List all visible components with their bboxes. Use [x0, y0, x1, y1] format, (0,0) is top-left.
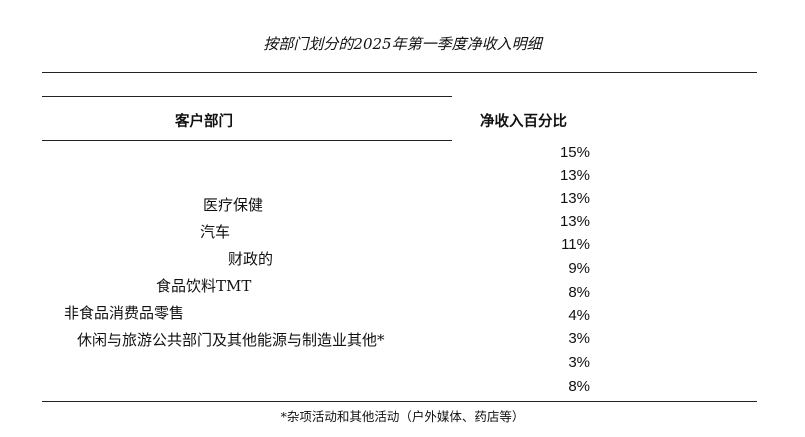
header-top-rule [42, 96, 452, 97]
top-rule [42, 72, 757, 73]
footnote: *杂项活动和其他活动（户外媒体、药店等） [280, 409, 525, 424]
department-label: 汽车 [200, 223, 231, 241]
department-column-header: 客户部门 [175, 114, 233, 130]
percentage-value: 13% [559, 167, 590, 184]
department-label: 休闲与旅游公共部门及其他能源与制造业其他* [77, 331, 385, 349]
header-bottom-rule [42, 140, 452, 141]
percentage-value: 13% [559, 213, 590, 230]
percentage-value: 13% [559, 190, 590, 207]
bottom-rule [42, 401, 757, 402]
department-label: 非食品消费品零售 [64, 304, 185, 322]
percentage-value: 3% [568, 354, 590, 371]
percentage-value: 11% [561, 236, 590, 253]
percentage-value: 4% [568, 307, 590, 324]
percentage-value: 8% [568, 284, 590, 301]
percentage-value: 3% [568, 330, 590, 347]
department-label: 财政的 [228, 250, 274, 268]
department-label: 食品饮料TMT [156, 277, 252, 295]
percentage-value: 8% [568, 378, 590, 395]
table-title: 按部门划分的2025年第一季度净收入明细 [263, 35, 542, 53]
percentage-value: 9% [568, 260, 590, 277]
department-label: 医疗保健 [203, 196, 264, 214]
percentage-value: 15% [559, 144, 590, 161]
share-column-header: 净收入百分比 [480, 114, 567, 130]
